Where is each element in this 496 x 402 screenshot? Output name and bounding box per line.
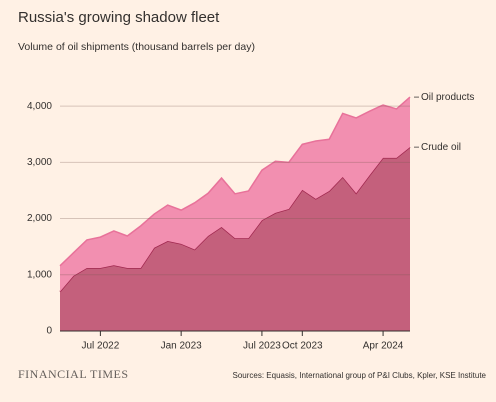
chart-title: Russia's growing shadow fleet bbox=[18, 9, 220, 26]
series-label: Crude oil bbox=[421, 142, 461, 153]
series-label: Oil products bbox=[421, 92, 474, 103]
source: Sources: Equasis, International group of… bbox=[233, 371, 487, 380]
y-tick-label: 2,000 bbox=[27, 213, 52, 224]
x-tick-label: Jul 2022 bbox=[81, 341, 119, 352]
y-tick-label: 1,000 bbox=[27, 269, 52, 280]
area bbox=[60, 147, 410, 331]
x-tick-label: Apr 2024 bbox=[363, 341, 404, 352]
y-tick-label: 3,000 bbox=[27, 157, 52, 168]
y-tick-label: 0 bbox=[46, 326, 52, 337]
brand: FINANCIAL TIMES bbox=[18, 367, 129, 381]
y-tick-label: 4,000 bbox=[27, 101, 52, 112]
chart-subtitle: Volume of oil shipments (thousand barrel… bbox=[18, 41, 255, 53]
area-line bbox=[59, 96, 411, 267]
x-tick-label: Jan 2023 bbox=[161, 341, 203, 352]
x-tick-label: Oct 2023 bbox=[282, 341, 323, 352]
x-tick-label: Jul 2023 bbox=[243, 341, 281, 352]
